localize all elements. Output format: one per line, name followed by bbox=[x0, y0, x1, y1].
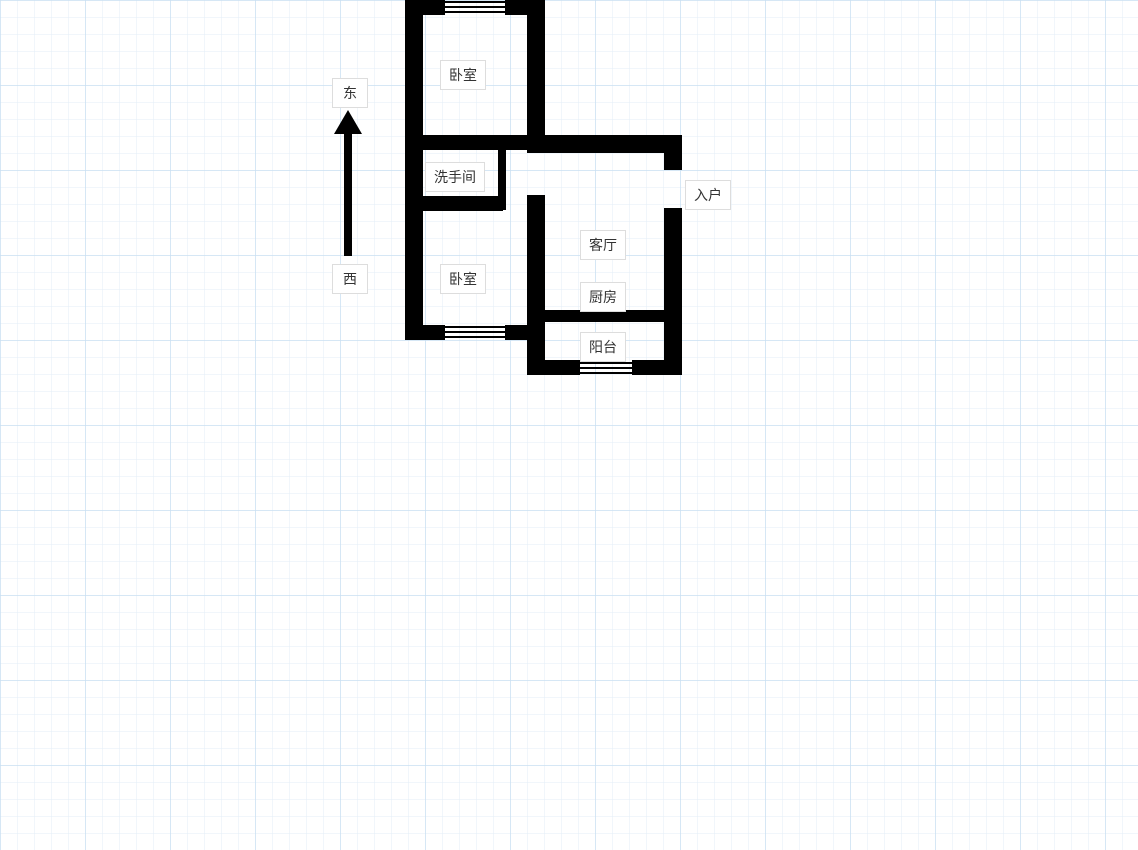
wall-segment bbox=[527, 0, 545, 150]
wall-segment bbox=[527, 195, 545, 375]
window-line bbox=[445, 1, 505, 3]
wall-segment bbox=[405, 325, 445, 340]
window-line bbox=[578, 372, 634, 374]
window-line bbox=[445, 11, 505, 13]
floorplan-canvas: 卧室 洗手间 卧室 客厅 厨房 阳台 入户 东 西 bbox=[0, 0, 1138, 850]
label-bathroom: 洗手间 bbox=[425, 162, 485, 192]
wall-segment bbox=[545, 360, 580, 375]
window-line bbox=[445, 326, 505, 328]
window-line bbox=[445, 336, 505, 338]
compass-west-label: 西 bbox=[332, 264, 368, 294]
wall-segment bbox=[664, 135, 682, 170]
label-kitchen: 厨房 bbox=[580, 282, 626, 312]
wall-segment bbox=[632, 360, 682, 375]
wall-segment bbox=[405, 0, 423, 340]
opening-line bbox=[506, 148, 528, 150]
wall-segment bbox=[505, 325, 545, 340]
label-bedroom-2: 卧室 bbox=[440, 264, 486, 294]
wall-segment bbox=[498, 150, 506, 210]
window-line bbox=[578, 362, 634, 364]
compass-east-label: 东 bbox=[332, 78, 368, 108]
grid-background bbox=[0, 0, 1138, 850]
wall-segment bbox=[527, 135, 682, 153]
compass-arrow-icon bbox=[326, 108, 370, 258]
opening-line bbox=[423, 143, 483, 145]
opening-line bbox=[423, 148, 483, 150]
label-balcony: 阳台 bbox=[580, 332, 626, 362]
label-bedroom-1: 卧室 bbox=[440, 60, 486, 90]
wall-segment bbox=[405, 0, 445, 15]
wall-segment bbox=[423, 196, 503, 211]
label-living-room: 客厅 bbox=[580, 230, 626, 260]
label-entry: 入户 bbox=[685, 180, 731, 210]
window-line bbox=[445, 331, 505, 333]
opening-line bbox=[506, 143, 528, 145]
window-line bbox=[445, 6, 505, 8]
wall-segment bbox=[664, 208, 682, 375]
window-line bbox=[578, 367, 634, 369]
